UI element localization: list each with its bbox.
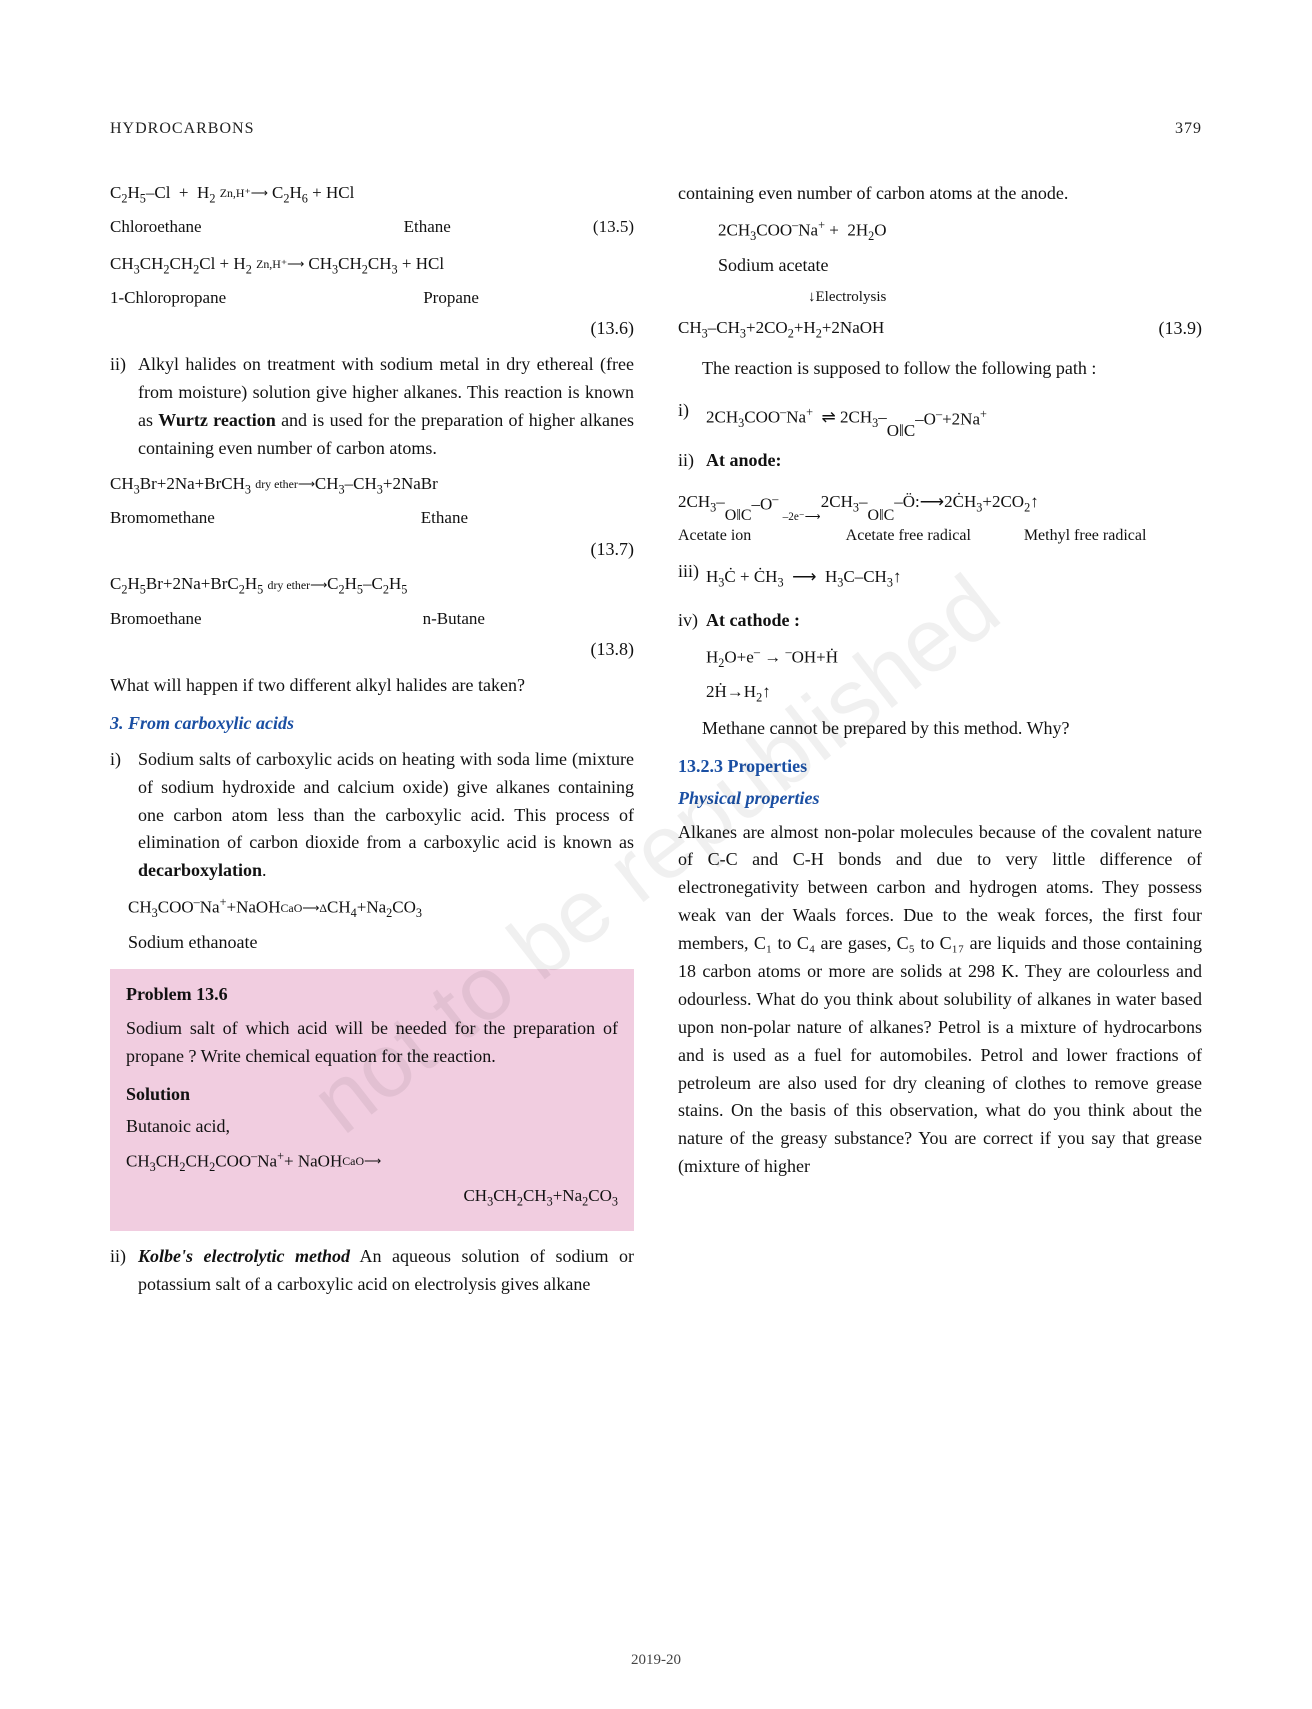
eq9-products: CH3–CH3+2CO2+H2+2NaOH: [678, 315, 884, 343]
marker-step-iv: iv): [678, 607, 706, 635]
marker-step-ii: ii): [678, 447, 706, 475]
eq7-reactant-label: Bromomethane: [110, 505, 215, 531]
anode-l1: Acetate ion: [678, 524, 846, 549]
solution-line: Butanoic acid,: [126, 1113, 618, 1141]
cathode-eq2: 2Ḣ→H2↑: [706, 679, 1202, 707]
equation-13-8: C2H5Br+2Na+BrC2H5 dry ether⟶C2H5–C2H5: [110, 571, 634, 599]
eq6-number: (13.6): [110, 315, 634, 343]
section-3-heading: 3. From carboxylic acids: [110, 710, 634, 738]
marker-ii: ii): [110, 351, 138, 463]
eq7-product-label: Ethane: [421, 505, 468, 531]
problem-box: Problem 13.6 Sodium salt of which acid w…: [110, 969, 634, 1231]
eq9-products-row: CH3–CH3+2CO2+H2+2NaOH (13.9): [678, 309, 1202, 349]
physical-body: Alkanes are almost non-polar molecules b…: [678, 819, 1202, 1182]
eq8-number: (13.8): [110, 636, 634, 664]
cathode-eq1: H2O+e– → –OH+Ḣ: [706, 643, 1202, 673]
continue-text: containing even number of carbon atoms a…: [678, 180, 1202, 208]
eq6-labels: 1-Chloropropane Propane: [110, 285, 634, 311]
item-ii-kolbe: ii) Kolbe's electrolytic method An aqueo…: [110, 1243, 634, 1299]
step-iii-eq: H3Ċ + ĊH3 ⟶ H3C–CH3↑: [706, 564, 901, 592]
equation-13-5: C2H5–Cl + H2 Zn,H⁺⟶ C2H6 + HCl: [110, 180, 634, 208]
kolbe-body: Kolbe's electrolytic method An aqueous s…: [138, 1243, 634, 1299]
content-columns: C2H5–Cl + H2 Zn,H⁺⟶ C2H6 + HCl Chloroeth…: [110, 174, 1202, 1307]
header-title: HYDROCARBONS: [110, 120, 254, 138]
properties-heading: 13.2.3 Properties: [678, 753, 1202, 781]
eq6-product-label: Propane: [423, 285, 479, 311]
eq5-labels: Chloroethane Ethane (13.5): [110, 214, 634, 240]
anode-l2: Acetate free radical: [846, 524, 1024, 549]
header-page-number: 379: [1175, 120, 1202, 138]
solution-eq1: CH3CH2CH2COO–Na++ NaOHCaO⟶: [126, 1147, 618, 1177]
item-ii: ii) Alkyl halides on treatment with sodi…: [110, 351, 634, 463]
methane-question: Methane cannot be prepared by this metho…: [678, 715, 1202, 743]
anode-equation: 2CH3– O‖C –O– –2e⁻⟶ 2CH3– O‖C –Ö:⟶2ĊH3+2…: [678, 483, 1202, 523]
marker-step-iii: iii): [678, 558, 706, 598]
left-column: C2H5–Cl + H2 Zn,H⁺⟶ C2H6 + HCl Chloroeth…: [110, 174, 634, 1307]
path-text: The reaction is supposed to follow the f…: [678, 355, 1202, 383]
equation-13-6: CH3CH2CH2Cl + H2 Zn,H⁺⟶ CH3CH2CH3 + HCl: [110, 251, 634, 279]
step-iii: iii) H3Ċ + ĊH3 ⟶ H3C–CH3↑: [678, 558, 1202, 598]
eq9-reactants: 2CH3COO–Na+ + 2H2O: [718, 216, 1202, 246]
eq8-labels: Bromoethane n-Butane: [110, 606, 634, 632]
item-ii-body: Alkyl halides on treatment with sodium m…: [138, 351, 634, 463]
step-i-eq: 2CH3COO–Na+ ⇌ 2CH3– O‖C –O–+2Na+: [706, 397, 987, 439]
eq6-reactant-label: 1-Chloropropane: [110, 285, 226, 311]
sodalime-label: Sodium ethanoate: [128, 929, 634, 957]
eq5-product-label: Ethane: [404, 214, 451, 240]
equation-sodalime: CH3COO–Na++NaOHCaO⟶ΔCH4+Na2CO3: [128, 893, 634, 923]
eq9-reactant-label: Sodium acetate: [718, 252, 1202, 280]
marker-ii-kolbe: ii): [110, 1243, 138, 1299]
solution-eq2: CH3CH2CH3+Na2CO3: [126, 1183, 618, 1211]
problem-title: Problem 13.6: [126, 981, 618, 1009]
solution-title: Solution: [126, 1081, 618, 1109]
physical-heading: Physical properties: [678, 785, 1202, 813]
cathode-title: At cathode :: [706, 607, 800, 635]
item-i-carboxylic: i) Sodium salts of carboxylic acids on h…: [110, 746, 634, 885]
eq9-arrow: ↓Electrolysis: [808, 286, 1202, 309]
anode-labels: Acetate ion Acetate free radical Methyl …: [678, 524, 1202, 549]
problem-text: Sodium salt of which acid will be needed…: [126, 1015, 618, 1071]
equation-13-7: CH3Br+2Na+BrCH3 dry ether⟶CH3–CH3+2NaBr: [110, 471, 634, 499]
footer-year: 2019-20: [631, 1652, 681, 1669]
marker-i: i): [110, 746, 138, 885]
anode-title: At anode:: [706, 447, 782, 475]
anode-l3: Methyl free radical: [1024, 524, 1202, 549]
marker-step-i: i): [678, 397, 706, 439]
item-i-body: Sodium salts of carboxylic acids on heat…: [138, 746, 634, 885]
eq9-number: (13.9): [1159, 315, 1203, 349]
question-text: What will happen if two different alkyl …: [110, 672, 634, 700]
page-header: HYDROCARBONS 379: [110, 120, 1202, 138]
step-ii-anode: ii) At anode:: [678, 447, 1202, 475]
step-iv-cathode: iv) At cathode :: [678, 607, 1202, 635]
eq5-number: (13.5): [593, 214, 634, 240]
eq7-number: (13.7): [110, 536, 634, 564]
step-i: i) 2CH3COO–Na+ ⇌ 2CH3– O‖C –O–+2Na+: [678, 397, 1202, 439]
eq8-product-label: n-Butane: [423, 606, 485, 632]
right-column: containing even number of carbon atoms a…: [678, 174, 1202, 1307]
eq7-labels: Bromomethane Ethane: [110, 505, 634, 531]
eq5-reactant-label: Chloroethane: [110, 214, 202, 240]
eq8-reactant-label: Bromoethane: [110, 606, 202, 632]
